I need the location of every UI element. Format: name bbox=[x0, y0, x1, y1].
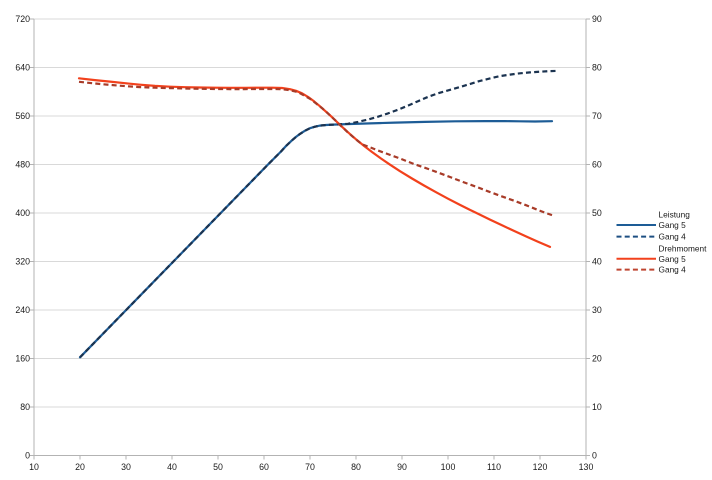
svg-text:30: 30 bbox=[121, 462, 131, 472]
svg-text:20: 20 bbox=[592, 354, 602, 364]
svg-text:130: 130 bbox=[579, 462, 594, 472]
svg-text:560: 560 bbox=[15, 111, 30, 121]
svg-text:10: 10 bbox=[592, 402, 602, 412]
svg-text:60: 60 bbox=[592, 160, 602, 170]
svg-text:50: 50 bbox=[213, 462, 223, 472]
svg-text:70: 70 bbox=[305, 462, 315, 472]
svg-text:90: 90 bbox=[397, 462, 407, 472]
svg-text:Leistung: Leistung bbox=[659, 210, 691, 220]
svg-text:20: 20 bbox=[75, 462, 85, 472]
svg-text:40: 40 bbox=[167, 462, 177, 472]
svg-text:480: 480 bbox=[15, 160, 30, 170]
svg-text:160: 160 bbox=[15, 354, 30, 364]
svg-text:Gang 5: Gang 5 bbox=[659, 254, 687, 264]
svg-text:720: 720 bbox=[15, 14, 30, 24]
svg-text:0: 0 bbox=[25, 451, 30, 461]
svg-text:400: 400 bbox=[15, 208, 30, 218]
svg-text:10: 10 bbox=[29, 462, 39, 472]
svg-text:Gang 4: Gang 4 bbox=[659, 265, 687, 275]
svg-text:50: 50 bbox=[592, 208, 602, 218]
svg-text:100: 100 bbox=[441, 462, 456, 472]
svg-text:90: 90 bbox=[592, 14, 602, 24]
svg-text:110: 110 bbox=[487, 462, 501, 472]
svg-text:320: 320 bbox=[15, 257, 30, 267]
svg-text:Gang 4: Gang 4 bbox=[659, 232, 687, 242]
svg-text:80: 80 bbox=[20, 402, 30, 412]
svg-text:80: 80 bbox=[592, 63, 602, 73]
svg-text:60: 60 bbox=[259, 462, 269, 472]
svg-text:120: 120 bbox=[533, 462, 548, 472]
svg-text:80: 80 bbox=[351, 462, 361, 472]
svg-text:Drehmoment: Drehmoment bbox=[659, 244, 708, 254]
svg-text:30: 30 bbox=[592, 305, 602, 315]
svg-text:70: 70 bbox=[592, 111, 602, 121]
svg-text:640: 640 bbox=[15, 63, 30, 73]
svg-text:0: 0 bbox=[592, 451, 597, 461]
svg-text:240: 240 bbox=[15, 305, 30, 315]
svg-text:40: 40 bbox=[592, 257, 602, 267]
svg-text:Gang 5: Gang 5 bbox=[659, 220, 687, 230]
